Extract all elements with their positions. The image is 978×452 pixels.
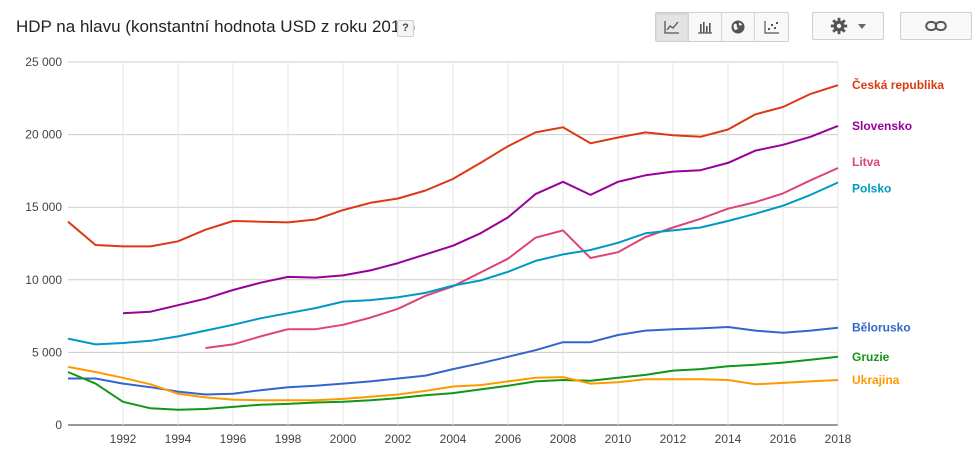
scatter-icon bbox=[763, 21, 779, 34]
x-tick-label: 2004 bbox=[440, 432, 467, 446]
x-tick-label: 2016 bbox=[770, 432, 797, 446]
y-tick-label: 15 000 bbox=[25, 200, 62, 214]
y-tick-label: 0 bbox=[55, 418, 62, 432]
legend-label[interactable]: Bělorusko bbox=[852, 321, 911, 335]
x-tick-label: 1992 bbox=[110, 432, 137, 446]
x-tick-label: 1996 bbox=[220, 432, 247, 446]
y-tick-label: 10 000 bbox=[25, 273, 62, 287]
legend-label[interactable]: Gruzie bbox=[852, 350, 890, 364]
caret-down-icon bbox=[858, 23, 866, 29]
y-tick-label: 5 000 bbox=[32, 345, 62, 359]
series-line[interactable] bbox=[205, 167, 839, 349]
series-line[interactable] bbox=[67, 84, 839, 248]
share-link-button[interactable] bbox=[900, 12, 972, 40]
x-tick-label: 1998 bbox=[275, 432, 302, 446]
series-line[interactable] bbox=[67, 355, 839, 411]
y-tick-label: 20 000 bbox=[25, 128, 62, 142]
series-line[interactable] bbox=[122, 124, 839, 315]
chart-header: HDP na hlavu (konstantní hodnota USD z r… bbox=[0, 0, 978, 52]
x-tick-label: 1994 bbox=[165, 432, 192, 446]
x-tick-label: 2008 bbox=[550, 432, 577, 446]
legend-label[interactable]: Slovensko bbox=[852, 119, 912, 133]
legend-label[interactable]: Litva bbox=[852, 155, 880, 169]
chart-type-switcher bbox=[655, 12, 789, 42]
line-chart-icon bbox=[664, 21, 679, 34]
line-chart-button[interactable] bbox=[656, 13, 689, 41]
x-tick-label: 2018 bbox=[825, 432, 852, 446]
bar-chart-icon bbox=[698, 22, 712, 34]
x-tick-label: 2014 bbox=[715, 432, 742, 446]
legend-label[interactable]: Polsko bbox=[852, 182, 891, 196]
y-tick-label: 25 000 bbox=[25, 55, 62, 69]
x-tick-label: 2000 bbox=[330, 432, 357, 446]
x-tick-label: 2010 bbox=[605, 432, 632, 446]
series-line[interactable] bbox=[68, 326, 839, 396]
help-button[interactable]: ? bbox=[397, 20, 414, 37]
page-title: HDP na hlavu (konstantní hodnota USD z r… bbox=[16, 17, 416, 36]
settings-button[interactable] bbox=[812, 12, 884, 40]
x-tick-label: 2012 bbox=[660, 432, 687, 446]
x-tick-label: 2002 bbox=[385, 432, 412, 446]
gear-icon bbox=[830, 17, 848, 35]
legend-label[interactable]: Ukrajina bbox=[852, 373, 900, 387]
link-icon bbox=[925, 21, 947, 31]
series-line[interactable] bbox=[67, 365, 839, 402]
bar-chart-button[interactable] bbox=[689, 13, 722, 41]
map-view-button[interactable] bbox=[722, 13, 755, 41]
series-line[interactable] bbox=[67, 181, 839, 346]
legend-label[interactable]: Česká republika bbox=[852, 77, 944, 92]
x-tick-label: 2006 bbox=[495, 432, 522, 446]
globe-icon bbox=[731, 20, 745, 34]
scatter-button[interactable] bbox=[755, 13, 788, 41]
